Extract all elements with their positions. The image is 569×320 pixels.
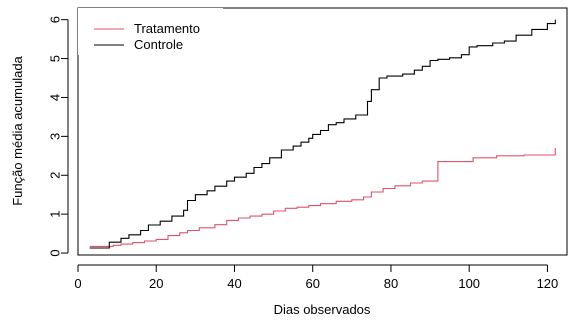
x-tick-label: 80 — [384, 276, 398, 291]
y-tick-label: 1 — [48, 211, 63, 218]
x-tick-label: 40 — [227, 276, 241, 291]
y-tick-label: 3 — [48, 133, 63, 140]
series-layer — [89, 19, 556, 249]
y-tick-label: 6 — [48, 16, 63, 23]
legend-label-tratamento: Tratamento — [134, 21, 200, 36]
x-tick-label: 0 — [74, 276, 81, 291]
legend-label-controle: Controle — [134, 37, 183, 52]
y-axis-label: Função média acumulada — [10, 55, 25, 205]
x-tick-label: 100 — [458, 276, 480, 291]
x-axis-label: Dias observados — [274, 302, 371, 317]
series-line-controle — [89, 19, 556, 249]
legend-box — [78, 8, 223, 55]
x-axis: 0 20 40 60 80 100 120 — [74, 264, 559, 291]
y-tick-label: 0 — [48, 249, 63, 256]
y-tick-label: 2 — [48, 172, 63, 179]
plot-frame — [77, 7, 568, 256]
x-tick-label: 120 — [537, 276, 559, 291]
y-tick-label: 4 — [48, 94, 63, 101]
x-tick-label: 20 — [149, 276, 163, 291]
series-line-tratamento — [89, 148, 556, 247]
y-axis: 0 1 2 3 4 5 6 — [48, 16, 69, 257]
y-tick-label: 5 — [48, 55, 63, 62]
x-tick-label: 60 — [305, 276, 319, 291]
legend: Tratamento Controle — [78, 8, 223, 55]
